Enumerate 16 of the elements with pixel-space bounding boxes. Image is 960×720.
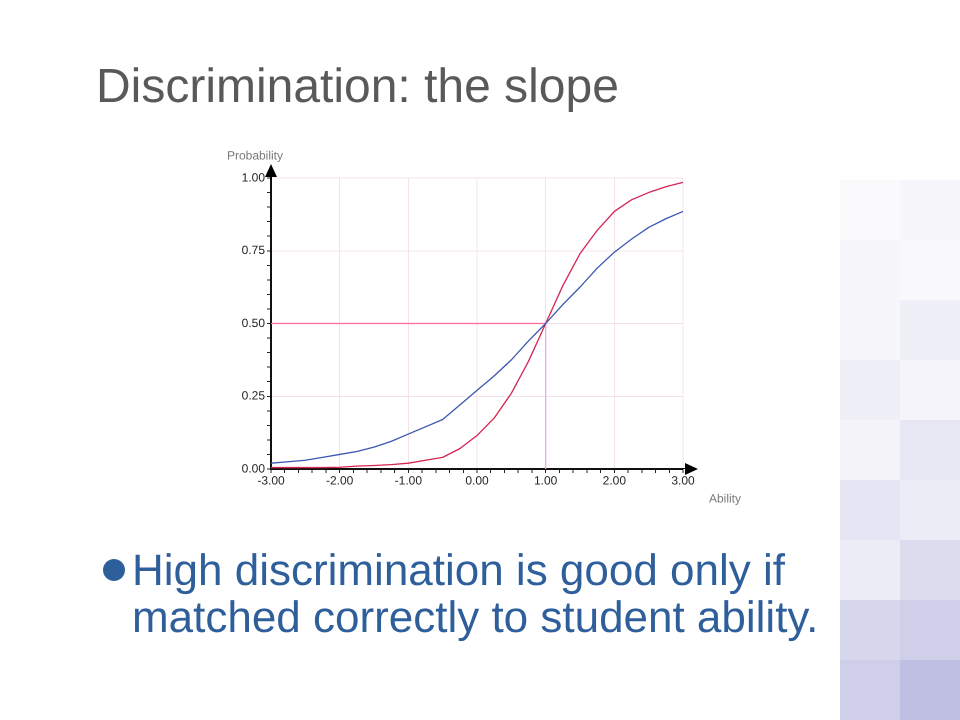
- x-tick-label: -3.00: [257, 474, 285, 488]
- text: High discrimination is good only if matched correctly to student ability.: [132, 546, 820, 642]
- x-tick-label: 0.00: [465, 474, 489, 488]
- x-axis-title: Ability: [708, 491, 742, 506]
- y-axis-title: Probability: [226, 148, 284, 162]
- y-tick-label: 0.50: [242, 316, 266, 330]
- y-tick-label: 0.75: [242, 243, 266, 258]
- x-tick-label: 3.00: [671, 474, 695, 488]
- x-tick-label: -1.00: [394, 474, 422, 488]
- x-tick-label: 1.00: [534, 474, 558, 488]
- x-tick-label: 2.00: [602, 474, 626, 488]
- x-tick-label: -2.00: [326, 474, 354, 488]
- y-tick-label: 1.00: [242, 170, 266, 184]
- y-tick-label: 0.00: [242, 461, 266, 476]
- y-tick-label: 0.25: [242, 388, 266, 403]
- chart-title: Discrimination: the slope: [96, 60, 619, 113]
